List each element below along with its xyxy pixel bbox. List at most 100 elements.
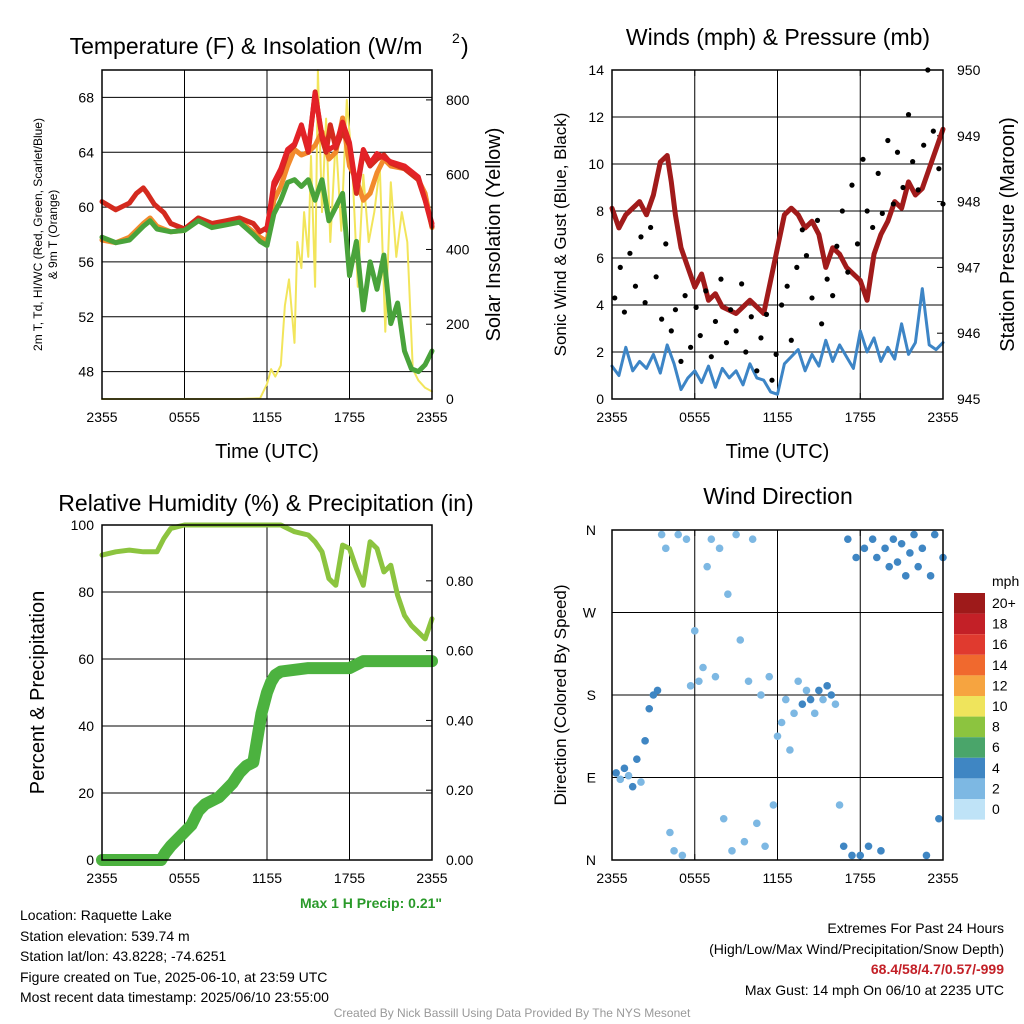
gust-point <box>839 208 845 214</box>
y-axis-label-text: Direction (Colored By Speed) <box>551 584 570 805</box>
title-close: ) <box>461 33 469 59</box>
legend-swatch <box>954 593 985 614</box>
gust-point <box>663 241 669 247</box>
gust-point <box>936 166 942 172</box>
direction-point <box>786 746 794 754</box>
chart-title: Winds (mph) & Pressure (mb) <box>626 24 930 50</box>
y-tick-label: 0 <box>596 391 604 407</box>
x-tick-label: 2355 <box>416 409 447 425</box>
y-axis-label: Direction (Colored By Speed) <box>551 584 570 805</box>
gust-point <box>758 335 764 341</box>
gust-point <box>830 293 836 299</box>
x-tick-label: 1155 <box>252 409 282 425</box>
y-axis-label: 2m T, Td, HI/WC (Red, Green, Scarlet/Blu… <box>31 118 60 351</box>
gust-point <box>693 304 699 310</box>
y-right-tick-label: 950 <box>957 62 981 78</box>
gust-point <box>708 354 714 360</box>
y-right-tick-label: 947 <box>957 259 981 275</box>
direction-point <box>773 732 782 741</box>
direction-point <box>815 686 823 695</box>
gust-point <box>915 187 921 193</box>
direction-point <box>930 530 939 539</box>
precip-series <box>96 655 438 866</box>
x-tick-label: 0555 <box>679 870 710 886</box>
station-info: Location: Raquette Lake Station elevatio… <box>20 905 329 1008</box>
legend-swatch <box>954 716 985 738</box>
direction-point <box>699 663 707 672</box>
direction-point <box>790 709 798 718</box>
direction-point <box>757 691 765 699</box>
direction-point <box>827 691 836 699</box>
pressure-series <box>609 126 946 316</box>
extremes-subtitle: (High/Low/Max Wind/Precipitation/Snow De… <box>709 940 1004 957</box>
direction-point <box>653 686 662 695</box>
direction-point <box>823 682 831 690</box>
direction-point <box>628 782 637 791</box>
legend-label: 14 <box>992 657 1008 673</box>
legend-swatch <box>954 675 985 696</box>
gust-point <box>697 332 703 339</box>
max-gust-text: Max Gust: 14 mph On 06/10 at 2235 UTC <box>744 981 1004 998</box>
gust-point <box>728 307 734 313</box>
direction-point <box>715 544 724 553</box>
direction-point <box>906 549 914 557</box>
sonic-series <box>610 287 945 396</box>
direction-point <box>897 539 906 548</box>
y-right-tick-label: 0.20 <box>446 782 473 798</box>
direction-point <box>852 553 860 562</box>
y-tick-label: 100 <box>71 517 95 533</box>
x-tick-label: 2355 <box>596 409 627 425</box>
direction-point <box>661 544 670 553</box>
y-tick-label: 64 <box>78 144 94 160</box>
x-tick-label: 1755 <box>845 409 876 425</box>
gust-point <box>809 295 815 301</box>
direction-point <box>864 842 873 851</box>
direction-point <box>806 695 815 704</box>
credit-text: Created By Nick Bassill Using Data Provi… <box>333 1006 691 1020</box>
gust-point <box>803 253 810 259</box>
speed-legend: mph 20+ 18 16 14 12 10 8 6 4 2 0 <box>954 573 1019 820</box>
y-right-tick-label: 200 <box>446 316 470 332</box>
gust-point <box>688 344 694 350</box>
gust-point <box>682 293 688 299</box>
direction-point <box>748 535 757 543</box>
legend-swatch <box>954 654 985 676</box>
y-tick-label: 52 <box>78 309 94 325</box>
y-right-tick-label: 0.80 <box>446 573 473 589</box>
gust-point <box>612 295 618 301</box>
gust-point <box>718 276 724 282</box>
direction-point <box>918 544 927 553</box>
gust-point <box>894 149 901 155</box>
direction-point <box>637 778 645 786</box>
rh-series <box>99 522 435 642</box>
gust-point <box>834 243 840 249</box>
x-tick-label: 0555 <box>169 409 200 425</box>
recent-text: Most recent data timestamp: 2025/06/10 2… <box>20 989 329 1005</box>
y-axis-label-line1: 2m T, Td, HI/WC (Red, Green, Scarlet/Blu… <box>31 118 45 351</box>
y-right-tick-label: 0.60 <box>446 643 473 659</box>
direction-point <box>839 842 848 851</box>
direction-point <box>810 709 819 718</box>
y-tick-label: 4 <box>596 297 604 313</box>
gust-point <box>627 250 633 256</box>
x-tick-label: 0555 <box>169 870 200 886</box>
gust-point <box>824 276 830 282</box>
y-tick-label: 20 <box>78 785 94 801</box>
elevation-text: Station elevation: 539.74 m <box>20 927 190 944</box>
gust-point <box>739 281 745 287</box>
gust-point <box>754 368 760 374</box>
y-tick-label: 40 <box>78 718 94 734</box>
direction-point <box>914 562 922 571</box>
y-tick-label: W <box>583 605 597 621</box>
direction-point <box>901 572 910 580</box>
y-right-label: Station Pressure (Maroon) <box>997 117 1019 352</box>
gust-point <box>910 159 916 165</box>
legend-label: 10 <box>992 698 1008 714</box>
direction-point <box>695 677 703 686</box>
direction-point <box>724 590 732 598</box>
y-axis-label-text: Percent & Precipitation <box>27 591 49 794</box>
y-tick-label: 14 <box>588 62 604 78</box>
plot-frame <box>611 529 944 861</box>
created-text: Figure created on Tue, 2025-06-10, at 23… <box>20 968 328 985</box>
